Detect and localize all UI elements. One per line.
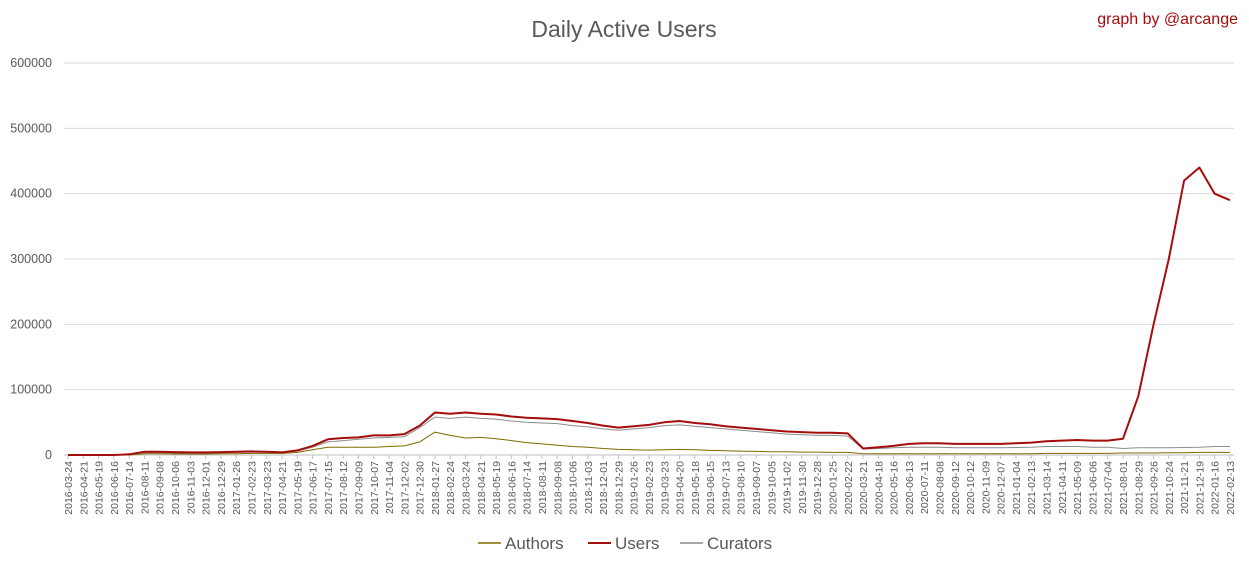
x-tick-2017-06-17: 2017-06-17 bbox=[308, 461, 320, 515]
x-tick-2020-05-16: 2020-05-16 bbox=[889, 461, 901, 515]
x-tick-2020-03-21: 2020-03-21 bbox=[858, 461, 870, 515]
legend-label-users: Users bbox=[615, 534, 659, 553]
x-tick-2019-05-18: 2019-05-18 bbox=[690, 461, 702, 515]
x-tick-2019-09-07: 2019-09-07 bbox=[751, 461, 763, 515]
x-tick-2020-09-12: 2020-09-12 bbox=[950, 461, 962, 515]
series-line-users bbox=[68, 166, 1231, 456]
chart-credit: graph by @arcange bbox=[1097, 11, 1238, 28]
x-tick-2016-12-29: 2016-12-29 bbox=[216, 461, 228, 515]
x-axis-ticks: 2016-03-24 2016-04-21 2016-05-19 2016-06-16… bbox=[63, 455, 1237, 515]
x-tick-2021-03-14: 2021-03-14 bbox=[1042, 461, 1054, 515]
x-tick-2017-08-12: 2017-08-12 bbox=[338, 461, 350, 515]
x-tick-2019-12-28: 2019-12-28 bbox=[812, 461, 824, 515]
x-tick-2020-06-13: 2020-06-13 bbox=[904, 461, 916, 515]
legend: Authors Users Curators bbox=[478, 534, 772, 553]
x-tick-2016-05-19: 2016-05-19 bbox=[94, 461, 106, 515]
x-tick-2020-07-11: 2020-07-11 bbox=[919, 461, 931, 514]
x-tick-2018-09-08: 2018-09-08 bbox=[552, 461, 564, 515]
x-tick-2017-09-09: 2017-09-09 bbox=[354, 461, 366, 515]
series-line-authors bbox=[68, 431, 1230, 456]
x-tick-2021-04-11: 2021-04-11 bbox=[1057, 461, 1069, 514]
x-tick-2021-01-04: 2021-01-04 bbox=[1011, 461, 1023, 515]
x-tick-2021-08-29: 2021-08-29 bbox=[1133, 461, 1145, 515]
x-tick-2021-02-13: 2021-02-13 bbox=[1026, 461, 1038, 515]
x-tick-2016-03-24: 2016-03-24 bbox=[63, 461, 75, 515]
y-tick-600000: 600000 bbox=[10, 56, 52, 70]
x-tick-2017-02-23: 2017-02-23 bbox=[246, 461, 258, 515]
x-tick-2018-04-21: 2018-04-21 bbox=[476, 461, 488, 515]
x-tick-2017-04-21: 2017-04-21 bbox=[277, 461, 289, 515]
x-tick-2019-08-10: 2019-08-10 bbox=[736, 461, 748, 515]
x-tick-2019-03-23: 2019-03-23 bbox=[659, 461, 671, 515]
x-tick-2016-09-08: 2016-09-08 bbox=[155, 461, 167, 515]
x-tick-2018-06-16: 2018-06-16 bbox=[506, 461, 518, 515]
x-tick-2020-02-22: 2020-02-22 bbox=[843, 461, 855, 515]
y-tick-100000: 100000 bbox=[10, 383, 52, 397]
y-tick-200000: 200000 bbox=[10, 317, 52, 331]
x-tick-2020-11-09: 2020-11-09 bbox=[980, 461, 992, 514]
x-tick-2021-08-01: 2021-08-01 bbox=[1118, 461, 1130, 515]
x-tick-2018-05-19: 2018-05-19 bbox=[491, 461, 503, 515]
y-tick-500000: 500000 bbox=[10, 121, 52, 135]
x-tick-2016-10-06: 2016-10-06 bbox=[170, 461, 182, 515]
y-axis-ticks: 0 100000 200000 300000 400000 500000 600000 bbox=[10, 56, 52, 462]
x-tick-2018-03-24: 2018-03-24 bbox=[461, 461, 473, 515]
x-tick-2018-11-03: 2018-11-03 bbox=[583, 461, 595, 514]
x-tick-2019-02-23: 2019-02-23 bbox=[644, 461, 656, 515]
x-tick-2020-12-07: 2020-12-07 bbox=[996, 461, 1008, 515]
x-tick-2016-04-21: 2016-04-21 bbox=[78, 461, 90, 515]
series-lines bbox=[68, 166, 1231, 456]
x-tick-2018-01-27: 2018-01-27 bbox=[430, 461, 442, 515]
x-tick-2019-06-15: 2019-06-15 bbox=[705, 461, 717, 515]
x-tick-2018-02-24: 2018-02-24 bbox=[445, 461, 457, 515]
legend-label-authors: Authors bbox=[505, 534, 564, 553]
x-tick-2022-02-13: 2022-02-13 bbox=[1225, 461, 1237, 515]
series-line-curators bbox=[68, 416, 1230, 456]
x-tick-2019-11-30: 2019-11-30 bbox=[797, 461, 809, 514]
x-tick-2020-04-18: 2020-04-18 bbox=[873, 461, 885, 515]
x-tick-2016-07-14: 2016-07-14 bbox=[124, 461, 136, 515]
x-tick-2017-03-23: 2017-03-23 bbox=[262, 461, 274, 515]
x-tick-2020-01-25: 2020-01-25 bbox=[827, 461, 839, 515]
x-tick-2017-12-30: 2017-12-30 bbox=[415, 461, 427, 515]
x-tick-2018-07-14: 2018-07-14 bbox=[522, 461, 534, 515]
x-tick-2017-12-02: 2017-12-02 bbox=[399, 461, 411, 515]
x-tick-2020-08-08: 2020-08-08 bbox=[935, 461, 947, 515]
x-tick-2021-11-21: 2021-11-21 bbox=[1179, 461, 1191, 514]
x-tick-2018-10-06: 2018-10-06 bbox=[568, 461, 580, 515]
x-tick-2019-07-13: 2019-07-13 bbox=[720, 461, 732, 515]
grid-lines bbox=[64, 62, 1234, 456]
x-tick-2016-06-16: 2016-06-16 bbox=[109, 461, 121, 515]
x-tick-2019-01-26: 2019-01-26 bbox=[629, 461, 641, 515]
x-tick-2016-12-01: 2016-12-01 bbox=[201, 461, 213, 515]
x-tick-2016-08-11: 2016-08-11 bbox=[139, 461, 151, 514]
x-tick-2018-12-29: 2018-12-29 bbox=[613, 461, 625, 515]
x-tick-2022-01-16: 2022-01-16 bbox=[1210, 461, 1222, 515]
x-tick-2021-12-19: 2021-12-19 bbox=[1194, 461, 1206, 515]
x-tick-2017-01-26: 2017-01-26 bbox=[231, 461, 243, 515]
x-tick-2021-05-09: 2021-05-09 bbox=[1072, 461, 1084, 515]
x-tick-2019-04-20: 2019-04-20 bbox=[675, 461, 687, 515]
y-tick-300000: 300000 bbox=[10, 252, 52, 266]
chart-title: Daily Active Users bbox=[531, 16, 716, 42]
x-tick-2019-11-02: 2019-11-02 bbox=[782, 461, 794, 514]
x-tick-2017-07-15: 2017-07-15 bbox=[323, 461, 335, 515]
x-tick-2016-11-03: 2016-11-03 bbox=[185, 461, 197, 514]
x-tick-2018-08-11: 2018-08-11 bbox=[537, 461, 549, 514]
x-tick-2017-11-04: 2017-11-04 bbox=[384, 461, 396, 514]
x-tick-2020-10-12: 2020-10-12 bbox=[965, 461, 977, 515]
x-tick-2021-06-06: 2021-06-06 bbox=[1087, 461, 1099, 515]
x-tick-2017-10-07: 2017-10-07 bbox=[369, 461, 381, 515]
x-tick-2018-12-01: 2018-12-01 bbox=[598, 461, 610, 515]
x-tick-2017-05-19: 2017-05-19 bbox=[292, 461, 304, 515]
x-tick-2021-10-24: 2021-10-24 bbox=[1164, 461, 1176, 515]
y-tick-0: 0 bbox=[45, 448, 52, 462]
x-tick-2019-10-05: 2019-10-05 bbox=[766, 461, 778, 515]
x-tick-2021-07-04: 2021-07-04 bbox=[1103, 461, 1115, 515]
x-tick-2021-09-26: 2021-09-26 bbox=[1149, 461, 1161, 515]
legend-label-curators: Curators bbox=[707, 534, 772, 553]
y-tick-400000: 400000 bbox=[10, 187, 52, 201]
